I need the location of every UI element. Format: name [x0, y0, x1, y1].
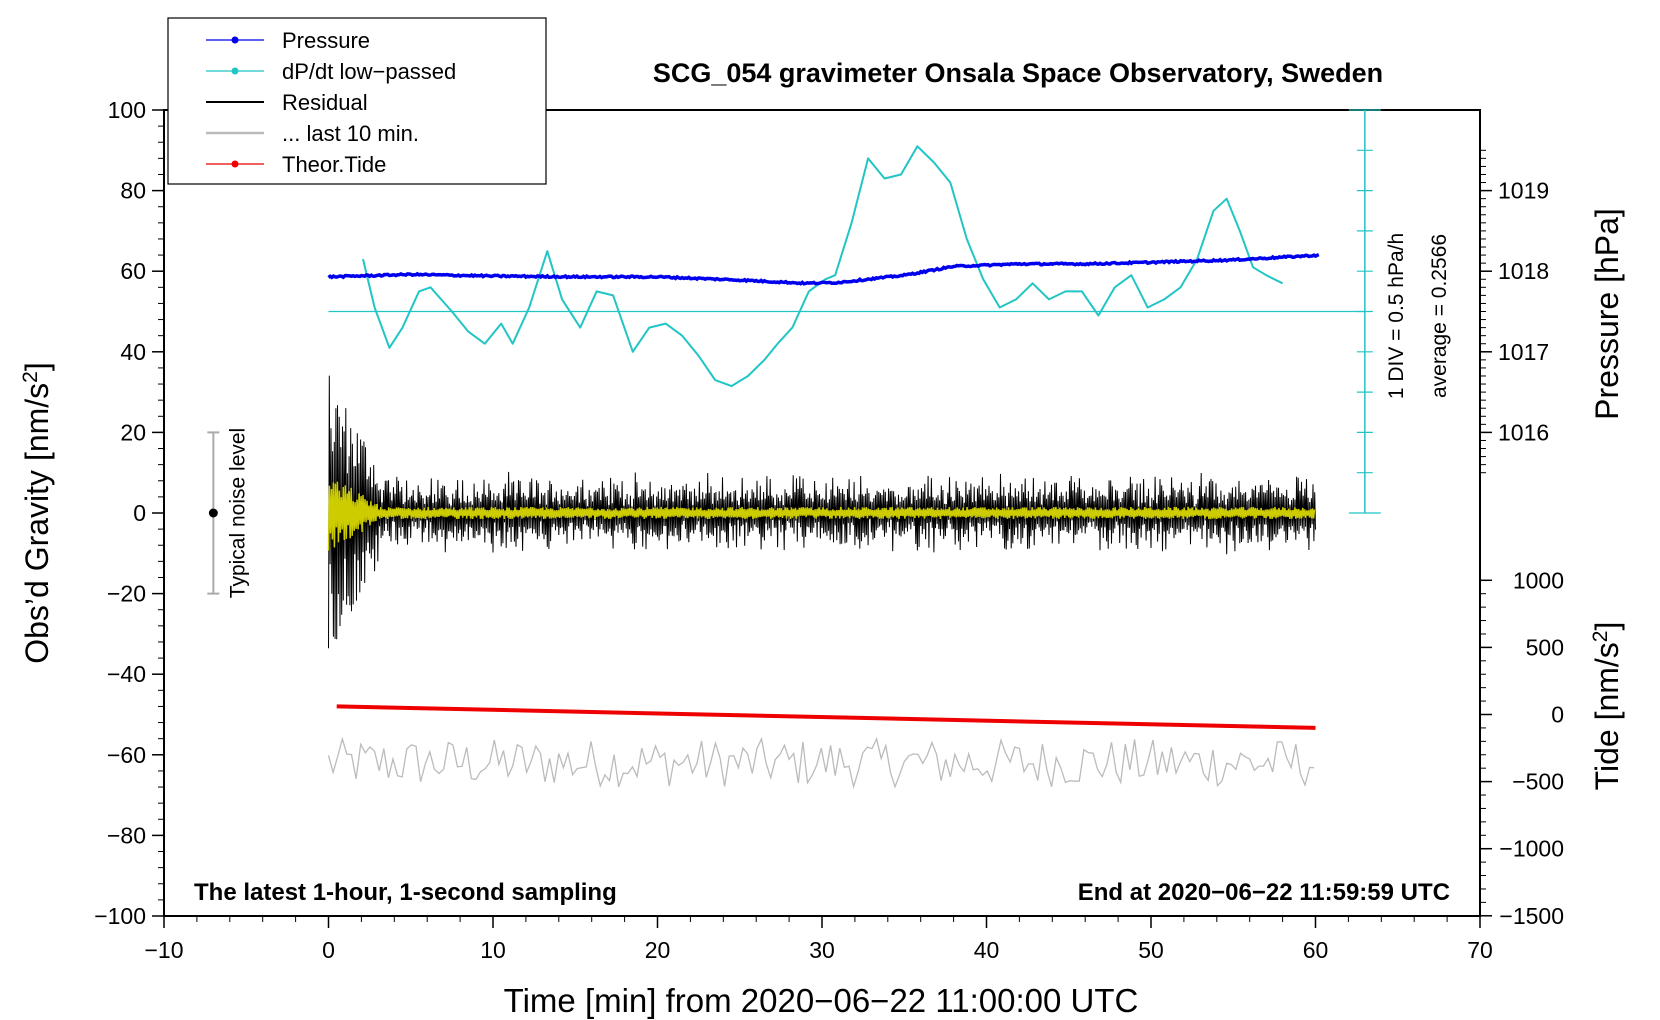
- pressure-tick-label: 1017: [1498, 339, 1549, 365]
- legend-item-tide: Theor.Tide: [206, 152, 386, 177]
- y-axis-label-pressure: Pressure [hPa]: [1589, 208, 1625, 420]
- series-theor-tide: [336, 704, 1316, 730]
- legend-marker-pressure: [231, 36, 239, 44]
- legend-item-last10: ... last 10 min.: [206, 121, 419, 146]
- noise-label: Typical noise level: [226, 428, 249, 598]
- legend-label-residual: Residual: [282, 90, 368, 115]
- x-tick-label: 20: [645, 937, 671, 963]
- y-axis-label-tide-end: ]: [1589, 622, 1625, 631]
- y-tick-label: −60: [107, 742, 146, 768]
- y-tick-label: 0: [133, 500, 146, 526]
- legend-marker-dpdt: [231, 67, 239, 75]
- series-last-10-min: [327, 736, 1315, 790]
- tide-tick-label: 1000: [1513, 567, 1564, 593]
- y-tick-label: −100: [94, 903, 146, 929]
- series-dpdt: [362, 145, 1284, 388]
- series-pressure: [327, 252, 1320, 286]
- x-tick-label: −10: [144, 937, 183, 963]
- y-tick-label: 20: [120, 419, 146, 445]
- y-tick-label: 60: [120, 258, 146, 284]
- ticks-layer: −10 0 10 20 30 40 50 60 70−100−80−60−40−20020406…: [94, 97, 1564, 963]
- legend-label-dpdt: dP/dt low−passed: [282, 59, 456, 84]
- x-tick-label: 10: [480, 937, 506, 963]
- legend-label-last10: ... last 10 min.: [282, 121, 419, 146]
- y-tick-label: −20: [107, 581, 146, 607]
- y-axis-label-gravity-text: Obs’d Gravity [nm/s: [19, 383, 55, 664]
- y-tick-label: −80: [107, 822, 146, 848]
- y-tick-label: 80: [120, 178, 146, 204]
- legend-label-pressure: Pressure: [282, 28, 370, 53]
- annotation-end-time: End at 2020−06−22 11:59:59 UTC: [1078, 879, 1450, 906]
- y-axis-label-tide-text: Tide [nm/s: [1589, 642, 1625, 790]
- pressure-tick-label: 1019: [1498, 178, 1549, 204]
- y-axis-label-tide: Tide [nm/s2]: [1589, 622, 1626, 791]
- tide-tick-label: 500: [1526, 634, 1564, 660]
- x-tick-label: 40: [974, 937, 1000, 963]
- x-tick-label: 70: [1467, 937, 1493, 963]
- y-tick-label: 100: [108, 97, 146, 123]
- x-tick-label: 30: [809, 937, 835, 963]
- tide-tick-label: 0: [1551, 702, 1564, 728]
- y-tick-label: 40: [120, 339, 146, 365]
- x-tick-label: 0: [322, 937, 335, 963]
- x-tick-label: 50: [1138, 937, 1164, 963]
- pressure-tick-label: 1018: [1498, 258, 1549, 284]
- annotation-sampling: The latest 1-hour, 1-second sampling: [194, 879, 617, 906]
- y-axis-label-gravity: Obs’d Gravity [nm/s2]: [19, 362, 56, 664]
- chart-title: SCG_054 gravimeter Onsala Space Observat…: [653, 58, 1383, 88]
- noise-bar-dot: [208, 508, 218, 518]
- series-residual-smoothed: [327, 481, 1316, 551]
- legend-marker-tide: [231, 160, 239, 168]
- y-axis-label-gravity-sup: 2: [19, 371, 42, 383]
- tide-tick-label: −1000: [1499, 836, 1564, 862]
- x-axis-label: Time [min] from 2020−06−22 11:00:00 UTC: [504, 982, 1139, 1019]
- legend: Pressure dP/dt low−passed Residual ... l…: [167, 17, 547, 185]
- annotation-div: 1 DIV = 0.5 hPa/h: [1385, 233, 1408, 399]
- y-axis-label-gravity-end: ]: [19, 362, 55, 371]
- annotation-average: average = 0.2566: [1428, 234, 1451, 398]
- tide-tick-label: −500: [1512, 769, 1564, 795]
- pressure-tick-label: 1016: [1498, 419, 1549, 445]
- legend-item-pressure: Pressure: [206, 28, 370, 53]
- x-tick-label: 60: [1303, 937, 1329, 963]
- noise-bar: [207, 431, 220, 595]
- legend-item-residual: Residual: [206, 90, 368, 115]
- series-residual: [328, 375, 1316, 649]
- legend-label-tide: Theor.Tide: [282, 152, 386, 177]
- y-axis-label-tide-sup: 2: [1589, 631, 1612, 643]
- tide-tick-label: −1500: [1499, 903, 1564, 929]
- y-tick-label: −40: [107, 661, 146, 687]
- legend-item-dpdt: dP/dt low−passed: [206, 59, 456, 84]
- series-layer: [327, 109, 1381, 790]
